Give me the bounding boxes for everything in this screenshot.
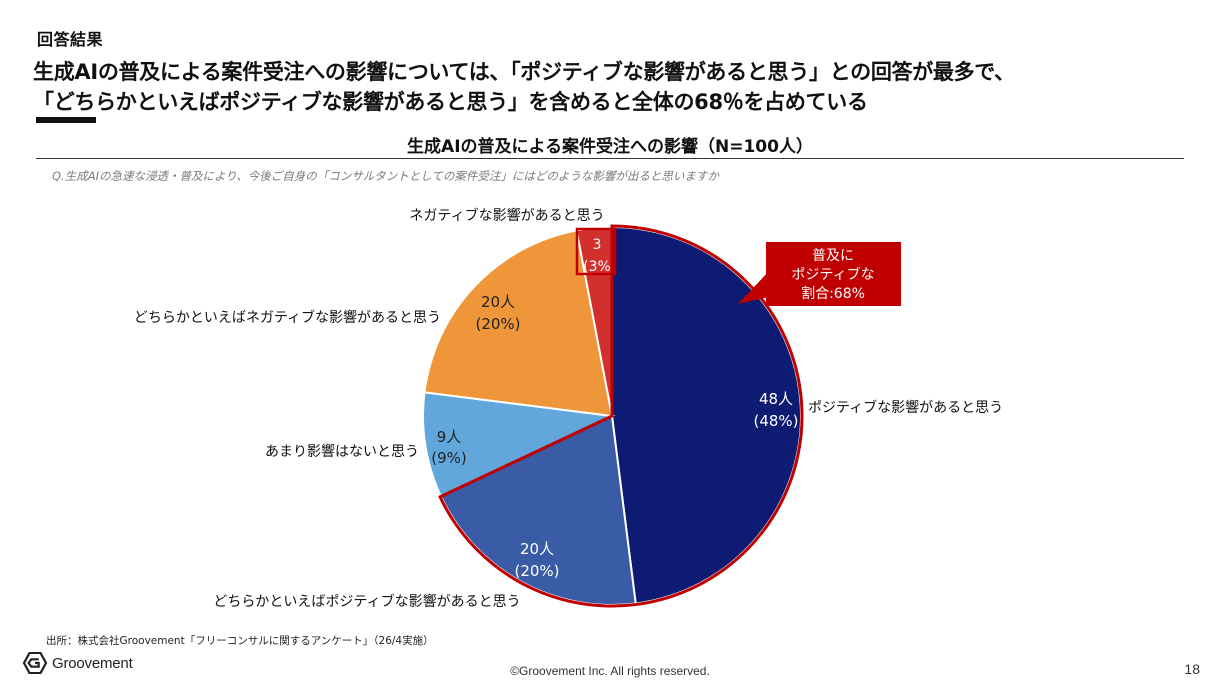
value-label-neutral: 9人 — [437, 428, 462, 446]
category-label-somewhat-positive: どちらかといえばポジティブな影響があると思う — [213, 593, 520, 610]
page-number: 18 — [1184, 661, 1200, 677]
survey-question: Q.生成AIの急速な浸透・普及により、今後ご自身の「コンサルタントとしての案件受… — [52, 169, 719, 183]
groovement-logo-icon — [22, 652, 48, 674]
value-label-positive: 48人 — [759, 390, 793, 408]
pct-label-neutral: (9%) — [431, 449, 467, 467]
value-label-somewhat-negative: 20人 — [481, 293, 515, 311]
callout-line-1: 普及に — [812, 248, 854, 264]
callout-box — [766, 242, 901, 306]
negative-slice-highlight-box — [575, 227, 617, 276]
callout: 普及に ポジティブな 割合:68% — [738, 242, 901, 306]
copyright: ©Groovement Inc. All rights reserved. — [510, 664, 710, 678]
pct-label-somewhat-positive: (20%) — [514, 562, 559, 580]
headline-accent-bar — [36, 117, 96, 123]
category-label-positive: ポジティブな影響があると思う — [808, 399, 1003, 416]
category-label-neutral: あまり影響はないと思う — [265, 443, 419, 460]
positive-share-outline — [438, 224, 804, 608]
pie-slice-somewhat-negative — [423, 229, 614, 418]
value-label-negative: 3 — [593, 237, 602, 253]
title-divider — [36, 158, 1184, 159]
pct-label-positive: (48%) — [753, 412, 798, 430]
logo-text: Groovement — [52, 655, 133, 672]
headline-line-2: 「どちらかといえばポジティブな影響があると思う」を含めると全体の68％を占めてい… — [33, 90, 868, 114]
source-note: 出所：株式会社Groovement「フリーコンサルに関するアンケート」（26/4… — [46, 635, 434, 647]
pct-label-somewhat-negative: (20%) — [475, 315, 520, 333]
chart-title: 生成AIの普及による案件受注への影響（N=100人） — [407, 137, 813, 157]
value-label-somewhat-positive: 20人 — [520, 540, 554, 558]
pct-label-negative: (3% — [583, 259, 611, 275]
category-label-negative: ネガティブな影響があると思う — [409, 207, 604, 224]
headline-line-1: 生成AIの普及による案件受注への影響については、「ポジティブな影響があると思う」… — [33, 60, 1015, 84]
pie-slice-neutral — [422, 391, 616, 498]
category-label-somewhat-negative: どちらかといえばネガティブな影響があると思う — [134, 309, 441, 326]
callout-line-2: ポジティブな — [791, 266, 874, 283]
callout-line-3: 割合:68% — [801, 285, 865, 302]
section-label: 回答結果 — [37, 30, 104, 49]
